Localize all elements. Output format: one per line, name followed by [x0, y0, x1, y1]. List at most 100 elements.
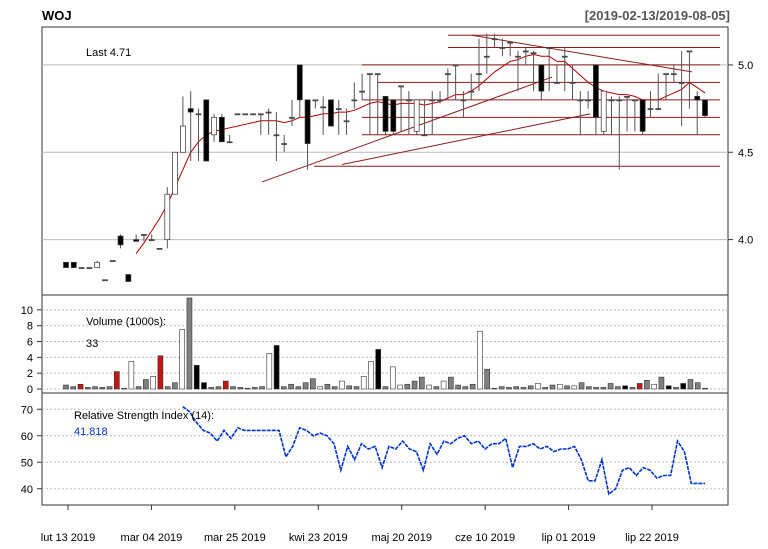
candle-body — [577, 99, 584, 102]
volume-bar — [411, 380, 418, 390]
candle-body — [616, 99, 623, 102]
candle-body — [203, 99, 210, 162]
candle-body — [172, 151, 178, 195]
volume-bar — [448, 376, 454, 390]
volume-bar — [469, 383, 476, 390]
candle-body — [437, 99, 443, 102]
candle-body — [569, 82, 576, 84]
volume-bar — [339, 380, 345, 390]
candle-body — [133, 239, 139, 242]
candle-body — [554, 82, 560, 84]
candle-body — [242, 113, 249, 116]
x-tick-label: maj 20 2019 — [371, 532, 432, 544]
candle-body — [468, 90, 475, 93]
volume-bar — [433, 386, 440, 390]
candle-body — [382, 96, 389, 132]
volume-bar — [375, 349, 382, 390]
rsi-tick-label: 50 — [21, 457, 33, 469]
volume-bar — [615, 386, 621, 390]
rsi-panel-frame — [41, 392, 729, 506]
volume-bar — [164, 386, 171, 390]
x-tick-label: mar 25 2019 — [204, 532, 266, 544]
volume-bar — [629, 387, 636, 390]
candle-body — [109, 260, 116, 262]
candle-body — [234, 113, 241, 116]
candle-body — [491, 38, 498, 41]
volume-bar — [680, 383, 687, 390]
volume-bar — [498, 386, 505, 390]
candle-body — [289, 116, 295, 119]
volume-bar — [259, 386, 265, 390]
volume-bar — [527, 385, 534, 390]
volume-bar — [99, 387, 106, 390]
volume-bar — [506, 387, 512, 390]
candle-body — [86, 267, 93, 269]
candle-body — [281, 143, 288, 145]
volume-bar — [382, 386, 389, 390]
candle-body — [367, 73, 373, 76]
candle-body — [452, 64, 459, 67]
candle-body — [460, 99, 467, 102]
volume-bar — [586, 386, 592, 390]
volume-bar — [324, 383, 331, 390]
last-price-label: Last 4.71 — [86, 47, 131, 59]
volume-bar — [237, 387, 244, 390]
candle-body — [211, 116, 217, 136]
candle-body — [678, 82, 685, 84]
volume-last-value: 33 — [86, 338, 98, 350]
trend-line-up — [261, 76, 553, 183]
volume-bar — [288, 383, 294, 390]
volume-bar — [702, 387, 708, 390]
candle-body — [180, 125, 186, 153]
volume-bar — [215, 386, 222, 390]
candle-body — [164, 193, 171, 240]
candle-body — [398, 85, 404, 88]
volume-tick-label: 2 — [27, 368, 33, 380]
trend-line-up-2 — [341, 113, 591, 165]
volume-bar — [484, 368, 490, 390]
candle-body — [632, 99, 638, 102]
candle-body — [515, 55, 521, 58]
candle-body — [655, 108, 662, 110]
volume-bar — [520, 387, 527, 390]
candle-body — [141, 234, 147, 236]
candle-body — [78, 267, 85, 269]
volume-bar — [564, 385, 570, 390]
candle-body — [70, 261, 77, 268]
candle-body — [195, 113, 202, 116]
volume-bar — [636, 383, 643, 390]
volume-bar — [549, 384, 556, 390]
volume-bar — [389, 366, 396, 390]
volume-bar — [222, 380, 229, 390]
candle-body — [483, 55, 490, 58]
candle-body — [257, 113, 264, 116]
volume-bar — [353, 386, 360, 390]
candle-body — [328, 99, 334, 127]
candle-body — [312, 99, 319, 102]
candle-body — [686, 50, 693, 53]
candle-body — [94, 261, 101, 268]
candle-body — [250, 113, 256, 116]
volume-bar — [368, 361, 374, 390]
volume-panel-frame — [41, 294, 729, 394]
volume-bar — [63, 384, 69, 390]
candle-body — [530, 52, 537, 55]
volume-bar — [462, 386, 469, 390]
candle-body — [273, 134, 280, 137]
volume-bar — [360, 376, 367, 390]
candle-body — [444, 73, 451, 76]
volume-bar — [455, 384, 461, 390]
volume-bar — [331, 386, 338, 390]
volume-bar — [440, 380, 447, 390]
candle-body — [421, 134, 428, 137]
volume-bar — [114, 371, 120, 390]
candle-body — [187, 108, 194, 113]
volume-bar — [281, 386, 287, 390]
candle-body — [413, 99, 420, 132]
x-tick-label: kwi 23 2019 — [289, 532, 348, 544]
candle-body — [296, 64, 303, 101]
volume-bar — [128, 361, 135, 390]
volume-bar — [644, 379, 650, 390]
candle-body — [639, 99, 646, 132]
